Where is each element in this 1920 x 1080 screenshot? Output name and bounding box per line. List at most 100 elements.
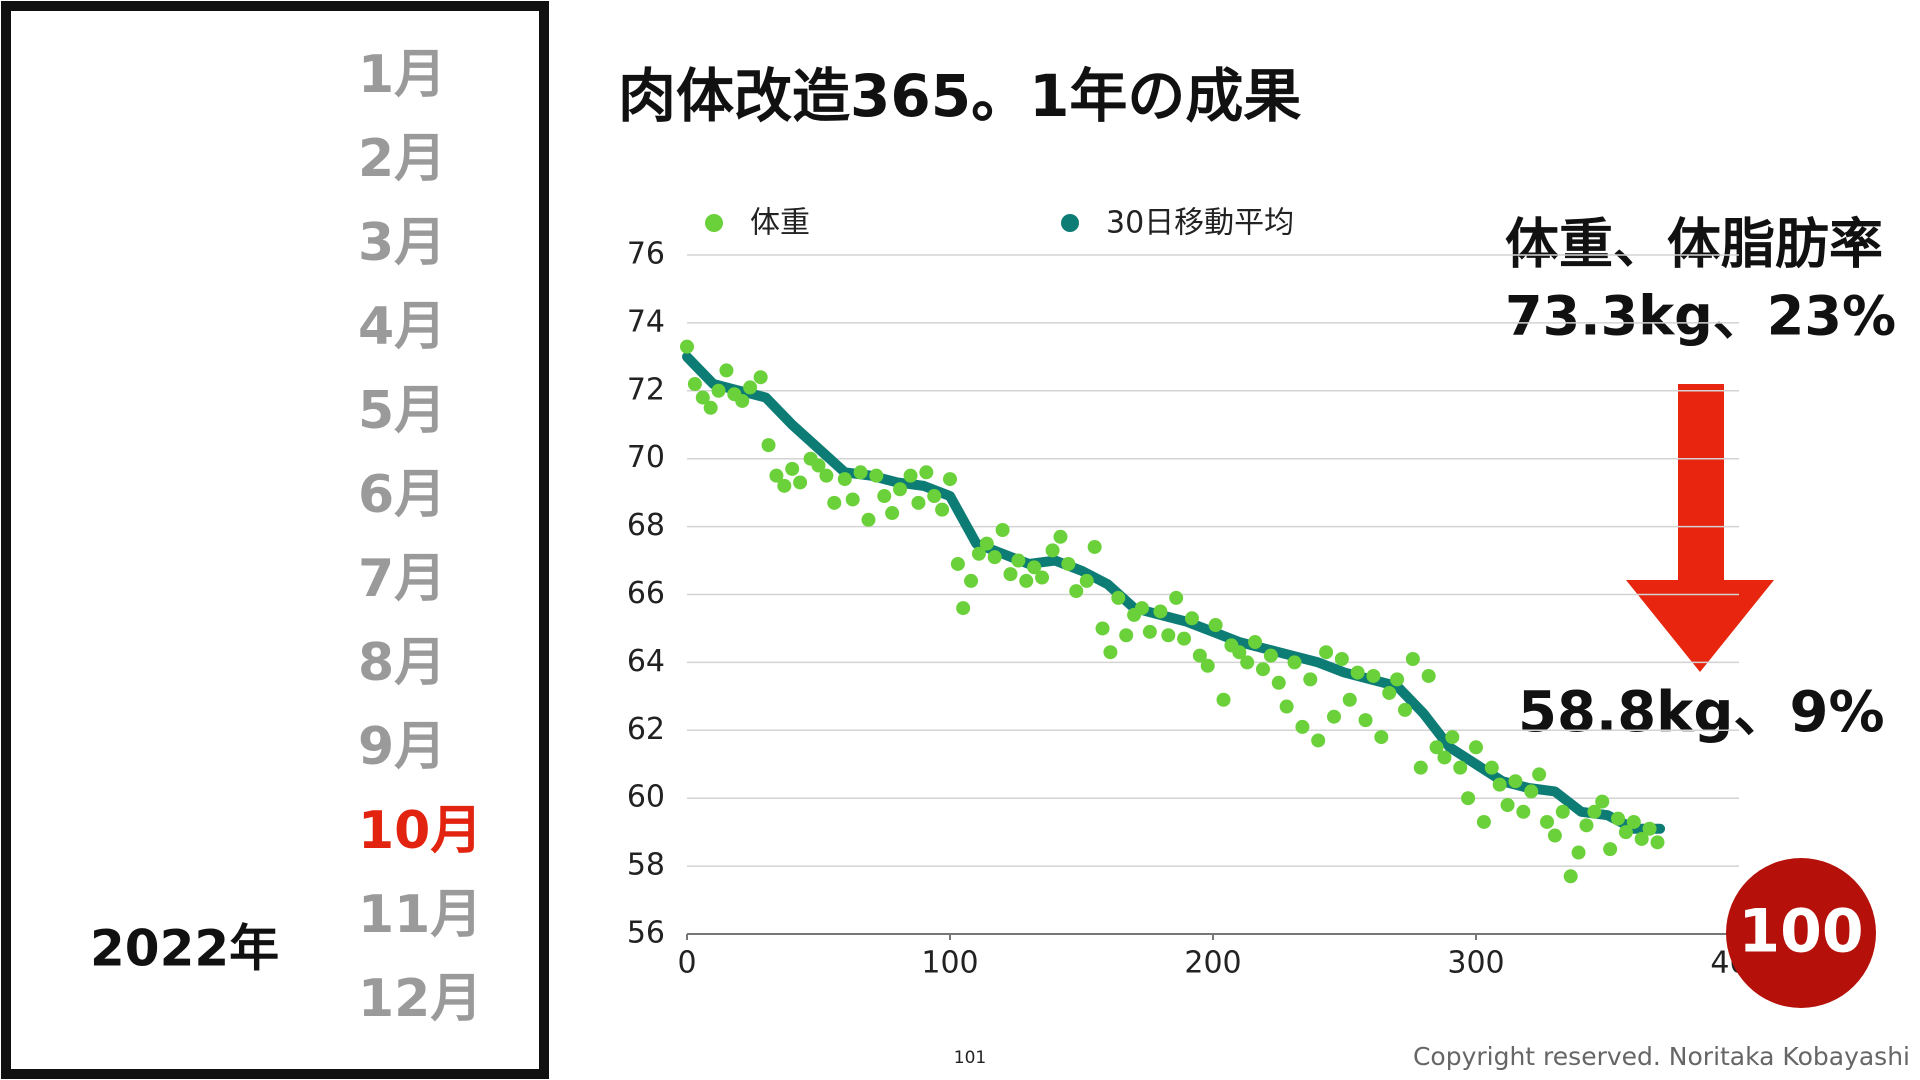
point — [1019, 573, 1034, 588]
point — [927, 489, 942, 504]
point — [911, 495, 926, 510]
point — [1271, 675, 1286, 690]
point — [1532, 767, 1547, 782]
point — [893, 482, 908, 497]
point — [1563, 869, 1578, 884]
point — [1303, 672, 1318, 687]
point — [971, 546, 986, 561]
y-tick-label: 68 — [627, 508, 665, 543]
x-tick-label: 0 — [677, 946, 696, 981]
point — [1334, 652, 1349, 667]
point — [1350, 665, 1365, 680]
point — [1540, 814, 1555, 829]
month-label: 1月 — [358, 45, 446, 105]
point — [1492, 777, 1507, 792]
month-label: 8月 — [358, 633, 446, 693]
point — [1119, 628, 1134, 643]
month-label: 7月 — [358, 549, 446, 609]
y-tick-label: 64 — [627, 644, 665, 679]
point — [1476, 814, 1491, 829]
chart-title: 肉体改造365。1年の成果 — [618, 62, 1301, 130]
point — [1240, 655, 1255, 670]
point — [1397, 702, 1412, 717]
point — [1547, 828, 1562, 843]
point — [943, 472, 957, 487]
month-label: 4月 — [358, 297, 446, 357]
arrow — [1626, 384, 1774, 672]
y-tick-label: 72 — [627, 372, 665, 407]
point — [1618, 825, 1633, 840]
point — [1287, 655, 1302, 670]
badge — [1726, 858, 1876, 1008]
point — [1508, 774, 1523, 789]
point — [1255, 662, 1270, 677]
point — [1035, 570, 1050, 585]
point — [735, 393, 750, 408]
point — [1413, 760, 1428, 775]
point — [761, 438, 776, 453]
x-tick-label: 100 — [921, 946, 978, 981]
point — [1061, 556, 1076, 571]
point — [777, 478, 792, 493]
point — [1500, 797, 1515, 812]
point — [979, 536, 994, 551]
point — [1003, 567, 1018, 582]
month-label: 6月 — [358, 465, 446, 525]
y-tick-label: 70 — [627, 440, 665, 475]
sidebar-border — [1, 1, 549, 1079]
sidebar-border-rough — [2, 2, 548, 1078]
point — [1263, 648, 1278, 663]
point — [903, 468, 918, 483]
point — [987, 550, 1002, 565]
point — [1095, 621, 1110, 636]
month-label: 11月 — [358, 885, 482, 945]
x-tick-label: 200 — [1184, 946, 1241, 981]
annotation: 73.3kg、23% — [1505, 285, 1896, 348]
point — [785, 461, 800, 476]
legend-label: 30日移動平均 — [1106, 206, 1294, 241]
point — [1248, 635, 1263, 650]
point — [1342, 692, 1357, 707]
point — [703, 400, 718, 415]
point — [1374, 730, 1389, 745]
point — [680, 339, 694, 354]
legend-marker — [1061, 214, 1079, 232]
point — [1053, 529, 1068, 544]
point — [1208, 618, 1223, 633]
legend-label: 体重 — [750, 206, 810, 241]
point — [950, 556, 965, 571]
point — [1571, 845, 1586, 860]
point — [885, 506, 900, 521]
point — [1405, 652, 1420, 667]
point — [1453, 760, 1468, 775]
point — [1153, 604, 1168, 619]
point — [1382, 685, 1397, 700]
badge-text: 100 — [1738, 897, 1863, 967]
point — [1516, 804, 1531, 819]
point — [1011, 553, 1026, 568]
y-tick-label: 74 — [627, 304, 665, 339]
point — [1027, 560, 1042, 575]
y-tick-label: 62 — [627, 712, 665, 747]
point — [1634, 831, 1649, 846]
y-tick-label: 58 — [627, 848, 665, 883]
point — [769, 468, 784, 483]
point — [719, 363, 734, 378]
point — [695, 390, 710, 405]
month-label: 10月 — [358, 801, 482, 861]
point — [1177, 631, 1192, 646]
point — [995, 522, 1010, 537]
point — [1045, 543, 1060, 558]
point — [1326, 709, 1341, 724]
page-number: 101 — [954, 1048, 986, 1068]
y-tick-label: 76 — [627, 237, 665, 272]
point — [743, 380, 758, 395]
point — [1390, 672, 1405, 687]
point — [935, 502, 950, 517]
point — [1524, 784, 1539, 799]
y-tick-label: 60 — [627, 780, 665, 815]
point — [1200, 658, 1215, 673]
point — [827, 495, 842, 510]
point — [1295, 719, 1310, 734]
